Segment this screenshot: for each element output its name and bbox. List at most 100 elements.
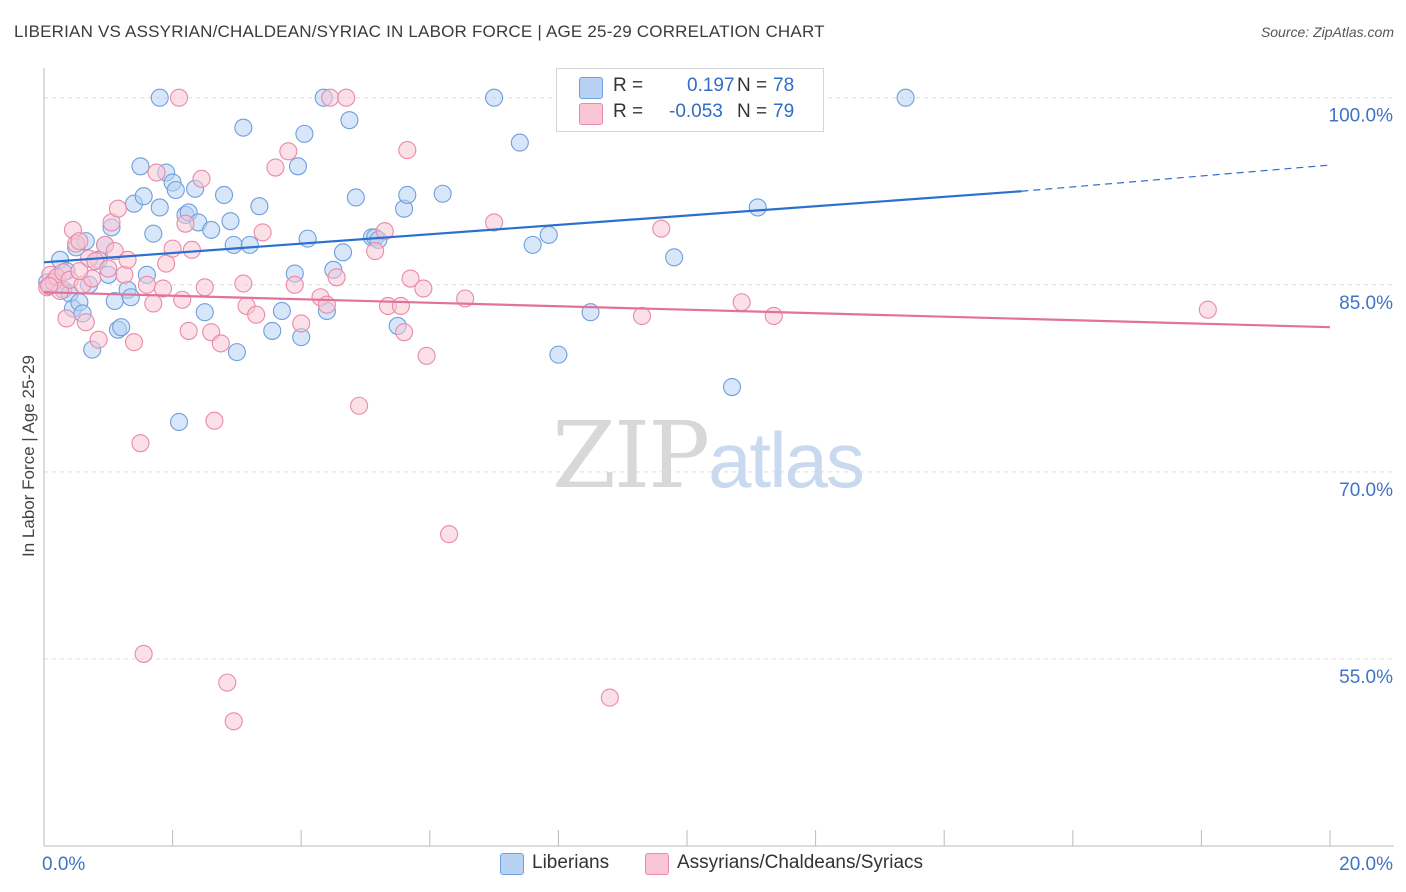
assyrian-point [137, 275, 156, 294]
assyrian-point [205, 411, 224, 430]
assyrian-point [173, 290, 192, 309]
assyrian-point [485, 213, 504, 232]
assyrian-point [266, 158, 285, 177]
assyrian-point [398, 141, 417, 160]
assyrian-point [417, 346, 436, 365]
assyrian-point [652, 219, 671, 238]
assyrian-point [157, 254, 176, 273]
y-tick-label: 100.0% [1329, 106, 1394, 127]
assyrian-point [192, 169, 211, 188]
liberian-point [288, 157, 308, 176]
assyrian-trend-line [43, 291, 1331, 329]
assyrian-point [321, 88, 340, 107]
liberian-point [523, 235, 542, 254]
liberian-trend-line [43, 190, 1022, 264]
assyrian-point [179, 321, 198, 340]
assyrian-point [366, 242, 385, 261]
assyrian-point [89, 330, 108, 349]
liberian-point [195, 303, 214, 322]
assyrian-point [732, 293, 751, 312]
liberian-point [134, 187, 153, 206]
assyrian-point [147, 163, 166, 182]
assyrian-point [176, 214, 195, 233]
liberian-point [121, 288, 140, 307]
assyrian-point [211, 334, 230, 353]
assyrian-point [224, 712, 243, 731]
assyrian-point [375, 222, 394, 241]
points-layer [38, 88, 1217, 731]
bottom-legend-label: Assyrians/Chaldeans/Syriacs [677, 852, 924, 873]
assyrian-point [285, 275, 304, 294]
assyrian-point [600, 688, 619, 707]
assyrian-point [247, 305, 266, 324]
assyrian-point [70, 262, 89, 281]
assyrian-point [40, 276, 59, 296]
assyrian-point [350, 396, 369, 415]
liberian-point [227, 343, 246, 362]
legend-n-label: N = [737, 75, 768, 96]
legend-n-value: 78 [773, 75, 795, 96]
assyrian-point [440, 525, 459, 544]
y-tick-label: 85.0% [1339, 293, 1393, 314]
grid-layer [44, 97, 1394, 660]
liberian-point [272, 301, 291, 321]
assyrian-point [163, 239, 182, 258]
y-tick-label: 70.0% [1339, 480, 1393, 501]
legend-r-value: 0.197 [687, 75, 735, 96]
liberian-point [131, 157, 150, 176]
assyrian-point [327, 268, 346, 287]
assyrian-point [253, 223, 272, 242]
assyrian-point [632, 306, 652, 326]
liberian-point [221, 212, 240, 231]
bottom-legend-swatch-pink [645, 853, 669, 875]
assyrian-point [70, 232, 89, 251]
assyrian-point [118, 250, 137, 269]
liberian-point [549, 345, 568, 364]
assyrian-point [292, 314, 311, 333]
axes-layer [43, 68, 1394, 847]
assyrian-point [57, 309, 76, 328]
legend-swatch-pink [579, 103, 603, 125]
assyrian-point [337, 88, 356, 107]
assyrian-point [182, 240, 201, 259]
liberian-point [202, 220, 221, 239]
assyrian-point [218, 673, 237, 692]
liberian-point [150, 198, 169, 217]
legend-r-label: R = [613, 101, 644, 122]
legend-n-value: 79 [773, 101, 795, 122]
assyrian-point [115, 265, 134, 284]
assyrian-point [401, 269, 420, 288]
liberian-point [166, 180, 185, 200]
assyrian-point [76, 313, 95, 332]
y-tick-label: 55.0% [1339, 667, 1393, 688]
assyrian-point [234, 274, 253, 293]
liberian-point [240, 235, 259, 254]
assyrian-point [99, 259, 118, 278]
assyrian-point [391, 296, 410, 316]
x-tick-label: 0.0% [42, 854, 85, 875]
legend-n-label: N = [737, 101, 768, 122]
legend-swatch-blue [579, 77, 603, 99]
liberian-point [150, 88, 169, 107]
assyrian-point [134, 644, 153, 663]
liberian-point [214, 185, 234, 205]
trend-layer [43, 164, 1331, 329]
assyrian-point [169, 88, 189, 107]
source-credit: Source: ZipAtlas.com [1260, 24, 1394, 40]
legend-r-label: R = [613, 75, 644, 96]
chart-title: LIBERIAN VS ASSYRIAN/CHALDEAN/SYRIAC IN … [14, 22, 825, 41]
liberian-point [485, 88, 504, 107]
liberian-point [510, 133, 529, 152]
liberian-point [250, 197, 269, 216]
y-axis-label: In Labor Force | Age 25-29 [19, 355, 38, 557]
liberian-point [340, 111, 359, 130]
liberian-point [224, 235, 243, 254]
labels-layer: 55.0% 70.0% 85.0% 100.0% 0.0% 20.0% In Labor F… [19, 106, 1393, 875]
liberian-point [333, 243, 353, 262]
assyrian-point [105, 242, 124, 261]
assyrian-point [1198, 300, 1217, 319]
liberian-point [234, 118, 253, 137]
assyrian-point [124, 333, 144, 352]
liberian-point [896, 88, 915, 107]
